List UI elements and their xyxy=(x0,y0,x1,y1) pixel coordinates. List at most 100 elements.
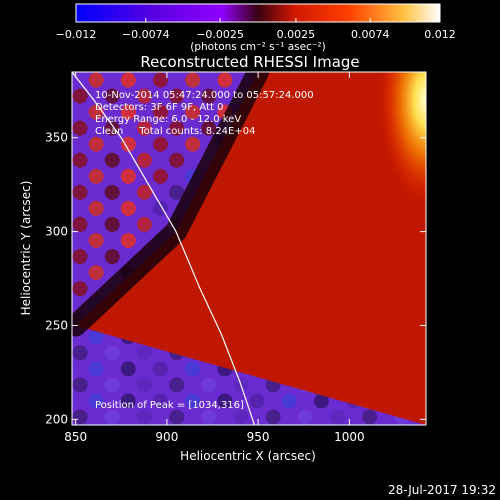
emission-cell xyxy=(104,249,120,265)
x-tick-label: 1000 xyxy=(334,430,365,444)
heatmap-cell xyxy=(185,361,201,377)
y-axis-label: Heliocentric Y (arcsec) xyxy=(19,181,33,316)
annotation-clean: Clean Total counts: 8.24E+04 xyxy=(95,126,255,137)
x-tick-label: 850 xyxy=(64,430,87,444)
y-tick-label: 250 xyxy=(45,318,68,332)
heatmap-cell xyxy=(313,393,329,409)
footer-timestamp: 28-Jul-2017 19:32 xyxy=(388,483,496,497)
emission-cell xyxy=(136,216,152,232)
annotation-time: 10-Nov-2014 05:47:24.000 to 05:57:24.000 xyxy=(95,90,314,101)
colorbar-tick-label: 0.012 xyxy=(424,28,456,41)
emission-cell xyxy=(120,104,136,120)
emission-cell xyxy=(136,184,152,200)
heatmap-cell xyxy=(185,393,201,409)
heatmap-cell xyxy=(153,393,168,409)
emission-cell xyxy=(88,168,104,184)
annotation-energy: Energy Range: 6.0 - 12.0 keV xyxy=(95,114,241,125)
heatmap-cell xyxy=(265,409,281,425)
solar-limb-line xyxy=(72,72,256,425)
heatmap-cell xyxy=(281,393,297,409)
emission-cell xyxy=(169,88,185,104)
heatmap-cell xyxy=(169,377,185,393)
heatmap-cell xyxy=(233,409,249,425)
heatmap-cell xyxy=(104,409,120,425)
emission-cell xyxy=(72,152,88,168)
emission-cell xyxy=(136,88,152,104)
emission-cell xyxy=(201,120,217,136)
emission-cell xyxy=(72,184,88,200)
emission-cell xyxy=(120,200,136,216)
emission-cell xyxy=(88,136,104,152)
x-tick-label: 900 xyxy=(155,430,178,444)
emission-cell xyxy=(72,216,88,232)
heatmap-cell xyxy=(120,393,136,409)
heatmap-cell xyxy=(330,409,345,425)
heatmap-cell xyxy=(88,393,104,409)
bright-peak-region xyxy=(340,72,426,260)
emission-cell xyxy=(104,216,120,232)
heatmap-cell xyxy=(169,409,185,425)
emission-cell xyxy=(72,88,88,104)
colorbar-ticks: −0.012 −0.0074 −0.0025 0.0025 0.0074 0.012 xyxy=(56,18,456,41)
emission-cell xyxy=(104,88,120,104)
colorbar-tick-label: 0.0025 xyxy=(277,28,316,41)
plot-area xyxy=(72,72,426,425)
emission-cell xyxy=(169,152,185,168)
emission-cell xyxy=(217,72,233,88)
emission-cell xyxy=(185,104,201,120)
emission-cell xyxy=(104,184,120,200)
colorbar-tick-label: −0.0074 xyxy=(122,28,170,41)
emission-cell xyxy=(120,136,136,152)
heatmap-cell xyxy=(88,329,104,345)
y-tick-label: 350 xyxy=(45,131,68,145)
heatmap-cell xyxy=(362,409,378,425)
heatmap-cell xyxy=(201,377,217,393)
heatmap-cell xyxy=(72,409,88,425)
heatmap-cell xyxy=(136,377,152,393)
emission-region xyxy=(75,72,426,425)
heatmap-cell xyxy=(169,184,185,200)
emission-cell xyxy=(185,136,201,152)
y-tick-label: 200 xyxy=(45,412,68,426)
emission-cell xyxy=(120,72,136,88)
x-tick-label: 950 xyxy=(247,430,270,444)
colorbar-tick-label: 0.0074 xyxy=(351,28,390,41)
heatmap-cell xyxy=(249,393,265,409)
heatmap-cell xyxy=(153,361,168,377)
heatmap-cell xyxy=(297,409,313,425)
annotation-detectors: Detectors: 3F 6F 9F, Att 0 xyxy=(95,102,223,113)
axis-ticks: 850 900 950 1000 200 250 300 350 xyxy=(45,72,426,444)
emission-cell xyxy=(120,168,136,184)
emission-cell xyxy=(169,120,185,136)
heatmap-cell xyxy=(201,409,217,425)
emission-cell xyxy=(153,104,168,120)
emission-cell xyxy=(153,136,168,152)
heatmap-cell xyxy=(72,377,88,393)
plot-frame xyxy=(71,71,427,426)
emission-cell xyxy=(88,265,104,281)
emission-cell xyxy=(185,72,201,88)
emission-cell xyxy=(153,72,168,88)
colorbar-tick-label: −0.0025 xyxy=(196,28,244,41)
emission-cell xyxy=(72,249,88,265)
heatmap-cell xyxy=(88,361,104,377)
heatmap-cell xyxy=(136,409,152,425)
emission-cell xyxy=(136,120,152,136)
emission-cell xyxy=(72,120,88,136)
emission-cell xyxy=(120,232,136,248)
heatmap-cell xyxy=(136,345,152,361)
emission-cell xyxy=(88,72,104,88)
emission-cell xyxy=(201,88,217,104)
heatmap-cell xyxy=(104,377,120,393)
emission-cell xyxy=(104,152,120,168)
heatmap-cell xyxy=(104,345,120,361)
emission-cell xyxy=(88,232,104,248)
heatmap-cell xyxy=(72,345,88,361)
colorbar-tick-label: −0.012 xyxy=(56,28,97,41)
emission-cell xyxy=(104,120,120,136)
emission-cell xyxy=(136,152,152,168)
colorbar xyxy=(75,3,441,23)
heatmap-cell xyxy=(217,393,233,409)
emission-cell xyxy=(153,168,168,184)
